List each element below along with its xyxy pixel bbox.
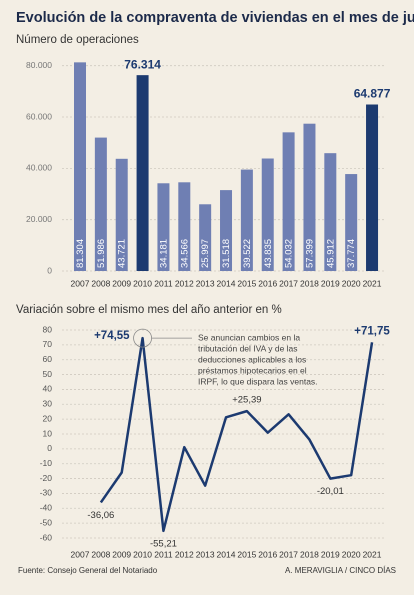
bar [115, 158, 128, 271]
x-tick-label: 2008 [91, 278, 110, 288]
y-tick-label: 80 [43, 324, 53, 334]
y-tick-label: 40.000 [26, 163, 52, 173]
bar [366, 104, 379, 271]
y-tick-label: -10 [40, 458, 53, 468]
y-tick-label: 80.000 [26, 60, 52, 70]
value-label: 37.774 [346, 239, 357, 268]
x-tick-label: 2019 [321, 549, 340, 559]
y-tick-label: 20 [43, 413, 53, 423]
y-tick-label: 40 [43, 384, 53, 394]
x-tick-label: 2011 [154, 278, 173, 288]
value-label: 64.877 [354, 87, 391, 101]
x-tick-label: 2013 [196, 549, 215, 559]
x-tick-label: 2007 [71, 278, 90, 288]
y-tick-label: 30 [43, 399, 53, 409]
x-tick-label: 2012 [175, 278, 194, 288]
x-tick-label: 2020 [342, 549, 361, 559]
bar [282, 132, 295, 271]
credit: A. MERAVIGLIA / CINCO DÍAS [285, 566, 396, 575]
value-label: 43.835 [263, 239, 274, 268]
value-label: 39.522 [242, 239, 253, 268]
value-label: 43.721 [117, 239, 128, 268]
y-tick-label: -50 [40, 517, 53, 527]
x-tick-label: 2012 [175, 549, 194, 559]
source: Fuente: Consejo General del Notariado [18, 566, 158, 575]
bar [136, 75, 149, 271]
bar-chart-title: Número de operaciones [16, 34, 139, 46]
annotation-text: tributación del IVA y de las [198, 343, 298, 353]
value-label: 34.181 [158, 239, 169, 268]
x-tick-label: 2009 [112, 549, 131, 559]
x-tick-label: 2007 [71, 549, 90, 559]
x-tick-label: 2013 [196, 278, 215, 288]
x-tick-label: 2017 [279, 549, 298, 559]
value-label: -20,01 [317, 486, 344, 497]
y-tick-label: -60 [40, 532, 53, 542]
value-label: 51.986 [96, 239, 107, 268]
y-tick-label: 10 [43, 428, 53, 438]
value-label: 45.912 [325, 239, 336, 268]
value-label: -36,06 [87, 510, 114, 521]
y-tick-label: -30 [40, 488, 53, 498]
x-tick-label: 2009 [112, 278, 131, 288]
x-tick-label: 2015 [237, 278, 256, 288]
value-label: 57.399 [304, 239, 315, 268]
value-label: 31.518 [221, 239, 232, 268]
value-label: 76.314 [124, 57, 161, 71]
y-tick-label: 60.000 [26, 111, 52, 121]
bar [345, 174, 358, 271]
x-tick-label: 2021 [363, 549, 382, 559]
y-tick-label: 60 [43, 354, 53, 364]
bar [261, 158, 274, 271]
x-tick-label: 2010 [133, 549, 152, 559]
page-title: Evolución de la compraventa de viviendas… [16, 10, 414, 26]
x-tick-label: 2019 [321, 278, 340, 288]
bar [94, 137, 107, 271]
x-tick-label: 2021 [363, 278, 382, 288]
x-tick-label: 2016 [258, 549, 277, 559]
x-tick-label: 2008 [91, 549, 110, 559]
x-tick-label: 2020 [342, 278, 361, 288]
bar [220, 190, 233, 271]
x-tick-label: 2017 [279, 278, 298, 288]
value-label: 34.566 [179, 239, 190, 268]
y-tick-label: 20.000 [26, 214, 52, 224]
bar [240, 169, 253, 271]
x-tick-label: 2014 [217, 549, 236, 559]
x-tick-label: 2014 [217, 278, 236, 288]
annotation-text: préstamos hipotecarios en el [198, 365, 307, 375]
line-chart-title: Variación sobre el mismo mes del año ant… [16, 304, 282, 316]
value-label: -55,21 [150, 538, 177, 549]
value-label: 81.304 [75, 239, 86, 268]
y-tick-label: 0 [47, 265, 52, 275]
bar [303, 123, 316, 272]
annotation-text: IRPF, lo que dispara las ventas. [198, 376, 318, 386]
y-tick-label: 50 [43, 369, 53, 379]
x-tick-label: 2016 [258, 278, 277, 288]
value-label: +74,55 [94, 330, 130, 342]
x-tick-label: 2010 [133, 278, 152, 288]
value-label: 54.032 [284, 239, 295, 268]
annotation-text: deducciones aplicables a los [198, 354, 306, 364]
x-tick-label: 2018 [300, 278, 319, 288]
annotation-text: Se anuncian cambios en la [198, 332, 300, 342]
bar [199, 204, 212, 271]
y-tick-label: 0 [47, 443, 52, 453]
value-label: 25.997 [200, 239, 211, 268]
bar [324, 153, 337, 271]
y-tick-label: 70 [43, 339, 53, 349]
bar [74, 62, 86, 271]
bar [178, 182, 191, 271]
value-label: +71,75 [354, 325, 390, 337]
x-tick-label: 2018 [300, 549, 319, 559]
y-tick-label: -40 [40, 503, 53, 513]
line [99, 336, 374, 533]
value-label: +25,39 [232, 395, 261, 406]
x-tick-label: 2011 [154, 549, 173, 559]
bar [157, 183, 170, 271]
x-tick-label: 2015 [237, 549, 256, 559]
y-tick-label: -20 [40, 473, 53, 483]
